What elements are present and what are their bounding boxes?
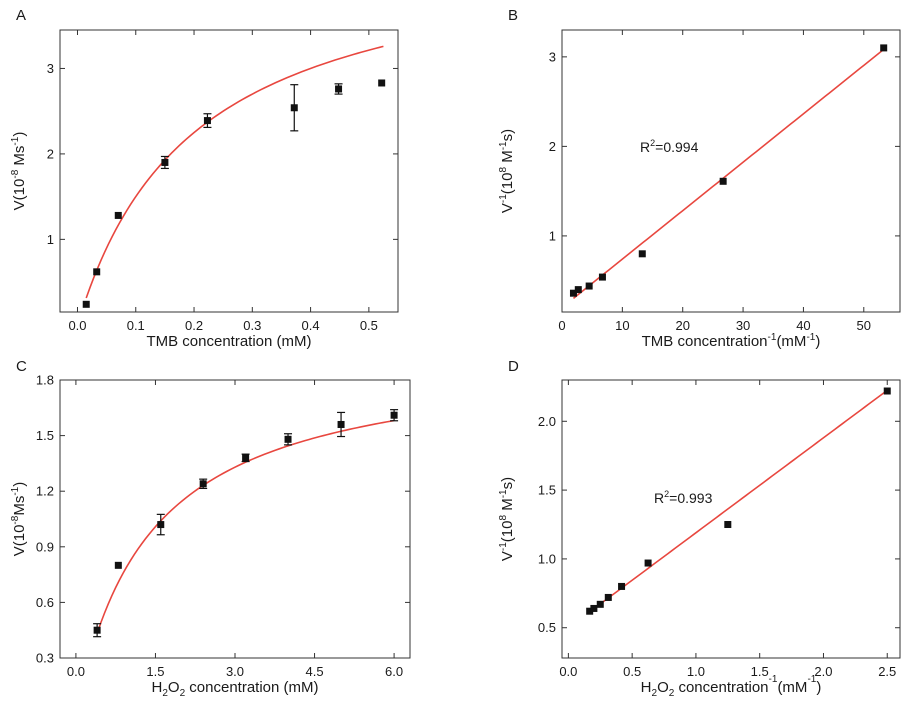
data-point: [883, 387, 891, 395]
x-tick-label: 0.1: [127, 318, 145, 333]
y-tick-label: 1.0: [538, 551, 556, 566]
y-axis-label: V-1(108 M-1s): [498, 129, 516, 213]
y-tick-label: 0.3: [36, 651, 54, 666]
panel-c: C 0.0 1.5 3.0 4.5 6.0 0.3 0.6 0.9 1.2 1.5 1.8 H2O2 c…: [10, 358, 411, 699]
data-point: [586, 607, 594, 615]
x-tick-label: 1.5: [146, 664, 164, 679]
y-tick-label: 1.5: [538, 483, 556, 498]
data-point: [284, 435, 292, 443]
x-tick-label: 0.0: [68, 318, 86, 333]
fit-line: [85, 45, 384, 299]
panel-letter: A: [16, 7, 26, 24]
x-tick-label: 0.0: [67, 664, 85, 679]
y-tick-label: 0.6: [36, 595, 54, 610]
panel-letter: B: [508, 7, 518, 24]
plot-frame: [59, 379, 411, 659]
data-point: [618, 582, 626, 590]
data-point: [203, 117, 211, 125]
data-point: [724, 521, 732, 529]
x-axis-label: H2O2 concentration-1(mM-1): [641, 674, 822, 699]
data-point: [161, 158, 169, 166]
data-point: [93, 626, 101, 634]
panel-d: D 0.0 0.5 1.0 1.5 2.0 2.5 0.5 1.0 1.5 2.0 R2=0.993 H…: [498, 358, 901, 699]
x-tick-label: 40: [796, 318, 810, 333]
x-axis-label: TMB concentration-1(mM-1): [642, 332, 821, 350]
x-tick-label: 0: [558, 318, 565, 333]
plot-frame: [561, 29, 901, 313]
data-point: [719, 177, 727, 185]
x-tick-label: 50: [857, 318, 871, 333]
y-tick-label: 3: [549, 49, 556, 64]
data-point: [242, 454, 250, 462]
y-axis-label: V(10-8 Ms-1): [10, 132, 28, 211]
x-tick-label: 0.5: [623, 664, 641, 679]
data-point: [596, 600, 604, 608]
data-point: [114, 561, 122, 569]
x-tick-label: 0.3: [243, 318, 261, 333]
x-axis-label: H2O2 concentration (mM): [151, 679, 318, 699]
y-tick-label: 1: [549, 228, 556, 243]
data-point: [114, 211, 122, 219]
x-tick-label: 10: [615, 318, 629, 333]
r-squared-annotation: R2=0.993: [654, 489, 713, 506]
y-tick-label: 2: [47, 146, 54, 161]
fit-line: [589, 389, 888, 613]
x-tick-label: 0.5: [360, 318, 378, 333]
data-point: [378, 79, 386, 87]
x-tick-label: 6.0: [385, 664, 403, 679]
data-point: [335, 85, 343, 93]
data-point: [598, 273, 606, 281]
data-point: [604, 593, 612, 601]
y-tick-label: 1.2: [36, 484, 54, 499]
x-axis-label: TMB concentration (mM): [146, 333, 311, 350]
data-point: [644, 559, 652, 567]
r-squared-annotation: R2=0.994: [640, 138, 699, 155]
data-point: [590, 604, 598, 612]
y-axis-label: V-1(108 M-1s): [498, 477, 516, 561]
x-tick-label: 20: [675, 318, 689, 333]
plot-frame: [59, 29, 399, 313]
x-tick-label: 0.2: [185, 318, 203, 333]
y-tick-label: 2: [549, 139, 556, 154]
y-tick-label: 3: [47, 61, 54, 76]
plot-frame: [561, 379, 901, 659]
y-axis-label: V(10-8Ms-1): [10, 482, 28, 557]
data-point: [585, 282, 593, 290]
y-tick-label: 1.5: [36, 428, 54, 443]
panel-letter: D: [508, 358, 519, 375]
panel-a: A 0.0 0.1 0.2 0.3 0.4 0.5 1 2 3 TMB concentration …: [10, 7, 399, 350]
data-point: [337, 420, 345, 428]
fit-line: [572, 48, 885, 299]
x-tick-label: 3.0: [226, 664, 244, 679]
data-point: [638, 250, 646, 258]
y-tick-label: 1.8: [36, 373, 54, 388]
panel-b: B 0 10 20 30 40 50 1 2 3 R2=0.994 TMB concentration…: [498, 7, 901, 350]
x-tick-label: 1.5: [751, 664, 769, 679]
fit-line: [96, 419, 395, 634]
data-point: [880, 44, 888, 52]
data-point: [290, 104, 298, 112]
x-tick-label: 30: [736, 318, 750, 333]
x-tick-label: 4.5: [306, 664, 324, 679]
y-tick-label: 0.9: [36, 539, 54, 554]
data-point: [199, 480, 207, 488]
y-tick-label: 1: [47, 232, 54, 247]
x-tick-label: 2.5: [878, 664, 896, 679]
x-tick-label: 1.0: [687, 664, 705, 679]
data-point: [82, 300, 90, 308]
x-tick-label: 0.0: [559, 664, 577, 679]
data-point: [390, 411, 398, 419]
panel-letter: C: [16, 358, 27, 375]
y-tick-label: 0.5: [538, 620, 556, 635]
x-tick-label: 0.4: [302, 318, 320, 333]
data-point: [574, 286, 582, 294]
data-point: [569, 289, 577, 297]
data-point: [93, 268, 101, 276]
x-tick-label: 2.0: [814, 664, 832, 679]
y-tick-label: 2.0: [538, 414, 556, 429]
data-point: [157, 521, 165, 529]
